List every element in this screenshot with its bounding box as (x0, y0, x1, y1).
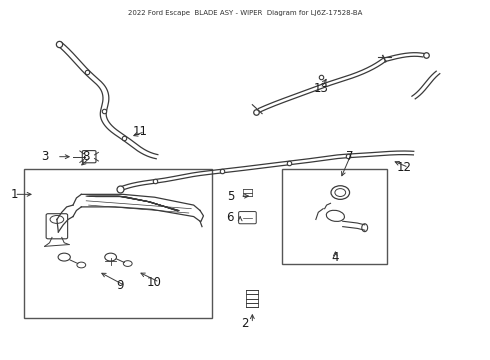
FancyBboxPatch shape (46, 214, 68, 239)
Text: 5: 5 (227, 190, 234, 203)
Ellipse shape (77, 262, 86, 268)
Text: 2: 2 (241, 317, 249, 330)
FancyBboxPatch shape (239, 212, 256, 224)
Ellipse shape (50, 216, 64, 224)
Text: 8: 8 (82, 150, 90, 163)
Ellipse shape (123, 261, 132, 266)
Text: 12: 12 (396, 161, 411, 174)
Text: 3: 3 (41, 150, 49, 163)
Text: 9: 9 (117, 279, 124, 292)
Text: 4: 4 (332, 251, 339, 264)
Text: 2022 Ford Escape  BLADE ASY - WIPER  Diagram for LJ6Z-17528-BA: 2022 Ford Escape BLADE ASY - WIPER Diagr… (128, 10, 362, 15)
Text: 1: 1 (11, 188, 18, 201)
FancyBboxPatch shape (82, 150, 96, 163)
Text: 7: 7 (346, 150, 354, 163)
Ellipse shape (326, 210, 344, 221)
Text: 11: 11 (132, 125, 147, 138)
Text: 6: 6 (226, 211, 234, 224)
Bar (24, 169, 212, 318)
Ellipse shape (362, 224, 368, 231)
Ellipse shape (335, 189, 345, 197)
Ellipse shape (331, 186, 349, 199)
Ellipse shape (105, 253, 117, 261)
Bar (282, 169, 387, 264)
Text: 10: 10 (147, 276, 162, 289)
Text: 13: 13 (313, 82, 328, 95)
Ellipse shape (58, 253, 71, 261)
